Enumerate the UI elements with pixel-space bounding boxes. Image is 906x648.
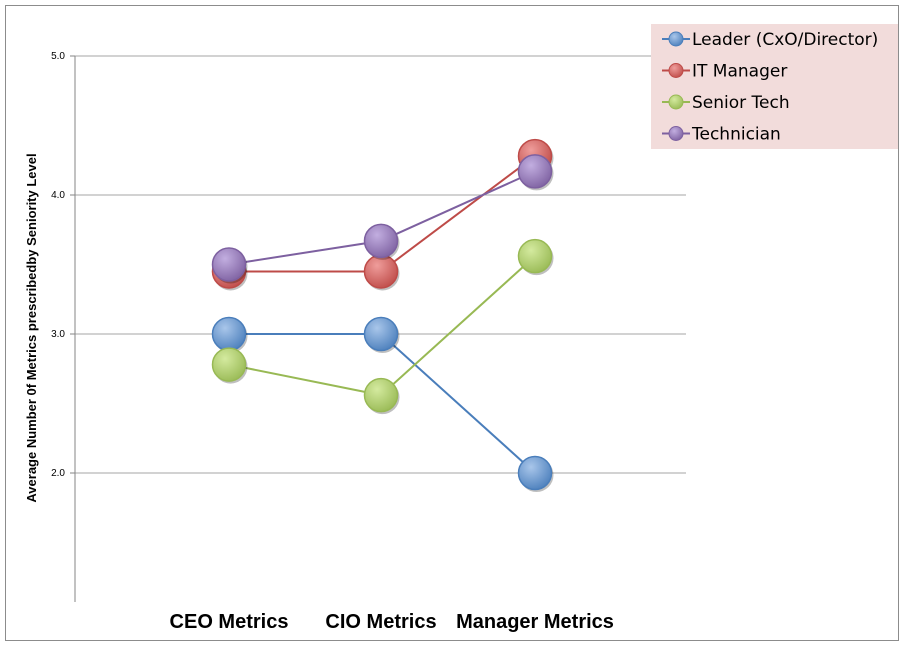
legend-item: Technician [662, 125, 781, 145]
x-tick-label: CIO Metrics [325, 611, 436, 633]
legend-marker [668, 126, 684, 141]
series-layer [211, 138, 554, 492]
y-tick-label: 5.0 [51, 51, 65, 62]
data-point [363, 377, 399, 413]
data-point [211, 247, 247, 282]
legend-item: Senior Tech [662, 93, 790, 113]
series-senior-tech [211, 238, 554, 415]
x-tick-label: Manager Metrics [456, 611, 614, 633]
legend-label: Senior Tech [692, 93, 790, 113]
legend-label: IT Manager [692, 62, 787, 82]
data-point [363, 316, 399, 352]
axes: CEO Metrics CIO Metrics Manager Metrics [70, 55, 614, 633]
legend-background [651, 24, 898, 149]
legend-marker [668, 94, 684, 110]
data-point [517, 238, 553, 274]
data-point [517, 154, 553, 189]
x-tick-label: CEO Metrics [170, 611, 289, 633]
legend-item: IT Manager [662, 62, 787, 82]
legend-marker [668, 31, 684, 47]
data-point [517, 455, 553, 491]
data-point [211, 316, 247, 352]
series-it-manager [211, 138, 554, 291]
legend-label: Leader (CxO/Director) [692, 30, 878, 50]
legend-label: Technician [691, 125, 781, 145]
legend-item: Leader (CxO/Director) [662, 30, 878, 50]
legend: Leader (CxO/Director) IT Manager Senior Te… [651, 24, 898, 149]
y-tick-label: 4.0 [51, 190, 65, 201]
legend-marker [668, 63, 684, 78]
data-point [363, 223, 399, 259]
series-leader-cxo-director [211, 316, 554, 492]
y-tick-label: 2.0 [51, 468, 65, 479]
data-point [363, 254, 399, 289]
y-tick-label: 3.0 [51, 329, 65, 340]
y-axis-title: Average Number 0f Metrics prescribedby S… [24, 153, 39, 502]
data-point [211, 347, 247, 382]
series-technician [211, 154, 554, 284]
